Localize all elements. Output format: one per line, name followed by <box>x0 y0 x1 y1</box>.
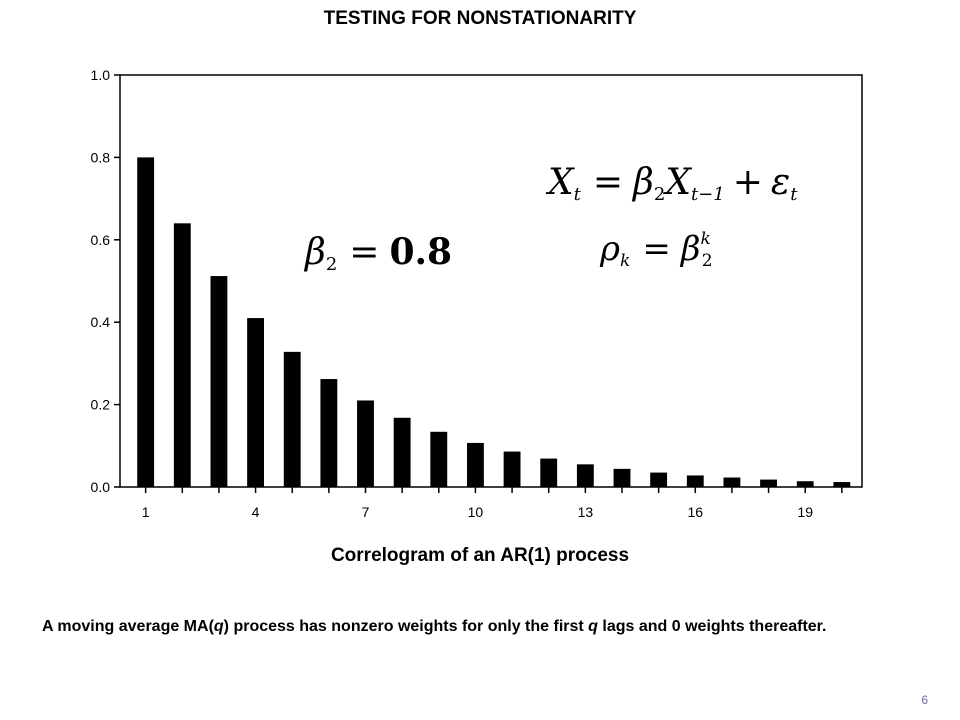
autocorrelation-equation: ρk = βk 2 <box>599 229 713 271</box>
x-tick-label: 4 <box>252 504 260 520</box>
eq-beta-value: 0.8 <box>389 231 452 273</box>
eq-equals: = <box>593 162 623 203</box>
eq-beta-sup: k <box>700 229 710 249</box>
bar-lag-17 <box>723 477 741 487</box>
slide-title: TESTING FOR NONSTATIONARITY <box>323 8 637 29</box>
bar-series <box>137 157 851 487</box>
bar-lag-2 <box>173 223 191 487</box>
eq-beta-sub-3: 2 <box>326 254 337 275</box>
bar-lag-6 <box>320 379 338 487</box>
body-text: A moving average MA(q) process has nonze… <box>42 616 902 637</box>
bar-lag-9 <box>430 431 448 487</box>
eq-beta-sub-2: 2 <box>702 251 713 271</box>
eq-x-t: X <box>545 162 575 203</box>
bar-lag-14 <box>613 468 631 487</box>
x-axis: 1 4 7 10 13 16 19 <box>142 487 843 520</box>
eq-x-t-sub: t <box>574 184 582 205</box>
eq-x-lag: X <box>662 162 692 203</box>
y-tick-label: 0.8 <box>91 149 111 165</box>
eq-x-lag-sub: t−1 <box>691 184 725 205</box>
bar-lag-4 <box>247 318 265 487</box>
bar-lag-18 <box>760 479 777 487</box>
eq-epsilon-sub: t <box>790 184 798 205</box>
y-tick-label: 0.2 <box>91 397 111 413</box>
eq-equals-3: = <box>349 232 379 273</box>
eq-rho: ρ <box>599 229 620 269</box>
bar-lag-5 <box>283 351 301 487</box>
x-tick-label: 7 <box>362 504 370 520</box>
eq-epsilon: ε <box>771 162 790 203</box>
y-tick-label: 0.6 <box>91 232 111 248</box>
beta-value-equation: β2 = 0.8 <box>303 231 452 275</box>
bar-lag-13 <box>576 464 594 487</box>
x-tick-label: 19 <box>797 504 813 520</box>
bar-lag-7 <box>357 400 374 487</box>
bar-lag-20 <box>833 482 851 487</box>
plot-frame <box>119 74 863 488</box>
bar-lag-12 <box>540 458 558 487</box>
bar-lag-10 <box>466 442 484 487</box>
eq-beta-3: β <box>303 232 326 273</box>
bar-lag-11 <box>503 451 521 487</box>
y-tick-label: 0.0 <box>91 479 111 495</box>
x-tick-label: 1 <box>142 504 150 520</box>
bar-lag-3 <box>210 276 228 487</box>
y-tick-label: 0.4 <box>91 314 111 330</box>
eq-beta-2: β <box>679 229 701 269</box>
x-tick-label: 16 <box>687 504 703 520</box>
bar-lag-15 <box>650 472 668 487</box>
body-text-part: ) process has nonzero weights for only t… <box>223 618 589 635</box>
eq-beta-sub: 2 <box>654 184 665 205</box>
x-tick-label: 10 <box>468 504 484 520</box>
eq-plus: + <box>733 162 763 203</box>
bar-lag-19 <box>796 481 814 487</box>
y-axis: 0.0 0.2 0.4 0.6 0.8 1.0 <box>91 67 120 495</box>
x-tick-label: 13 <box>578 504 594 520</box>
eq-rho-sub: k <box>620 251 630 271</box>
bar-lag-8 <box>393 417 411 487</box>
y-tick-label: 1.0 <box>91 67 111 83</box>
bar-lag-1 <box>137 157 155 487</box>
page-number: 6 <box>921 693 928 707</box>
ar-process-equation: Xt = β2Xt−1 + εt <box>545 162 798 205</box>
body-text-part: lags and 0 weights thereafter. <box>597 618 827 635</box>
chart-caption: Correlogram of an AR(1) process <box>330 545 630 566</box>
body-text-q: q <box>588 618 598 635</box>
body-text-q: q <box>213 618 224 635</box>
eq-equals-2: = <box>642 229 671 269</box>
bar-lag-16 <box>686 475 704 487</box>
body-text-part: A moving average MA( <box>42 618 214 635</box>
eq-beta: β <box>631 162 654 203</box>
